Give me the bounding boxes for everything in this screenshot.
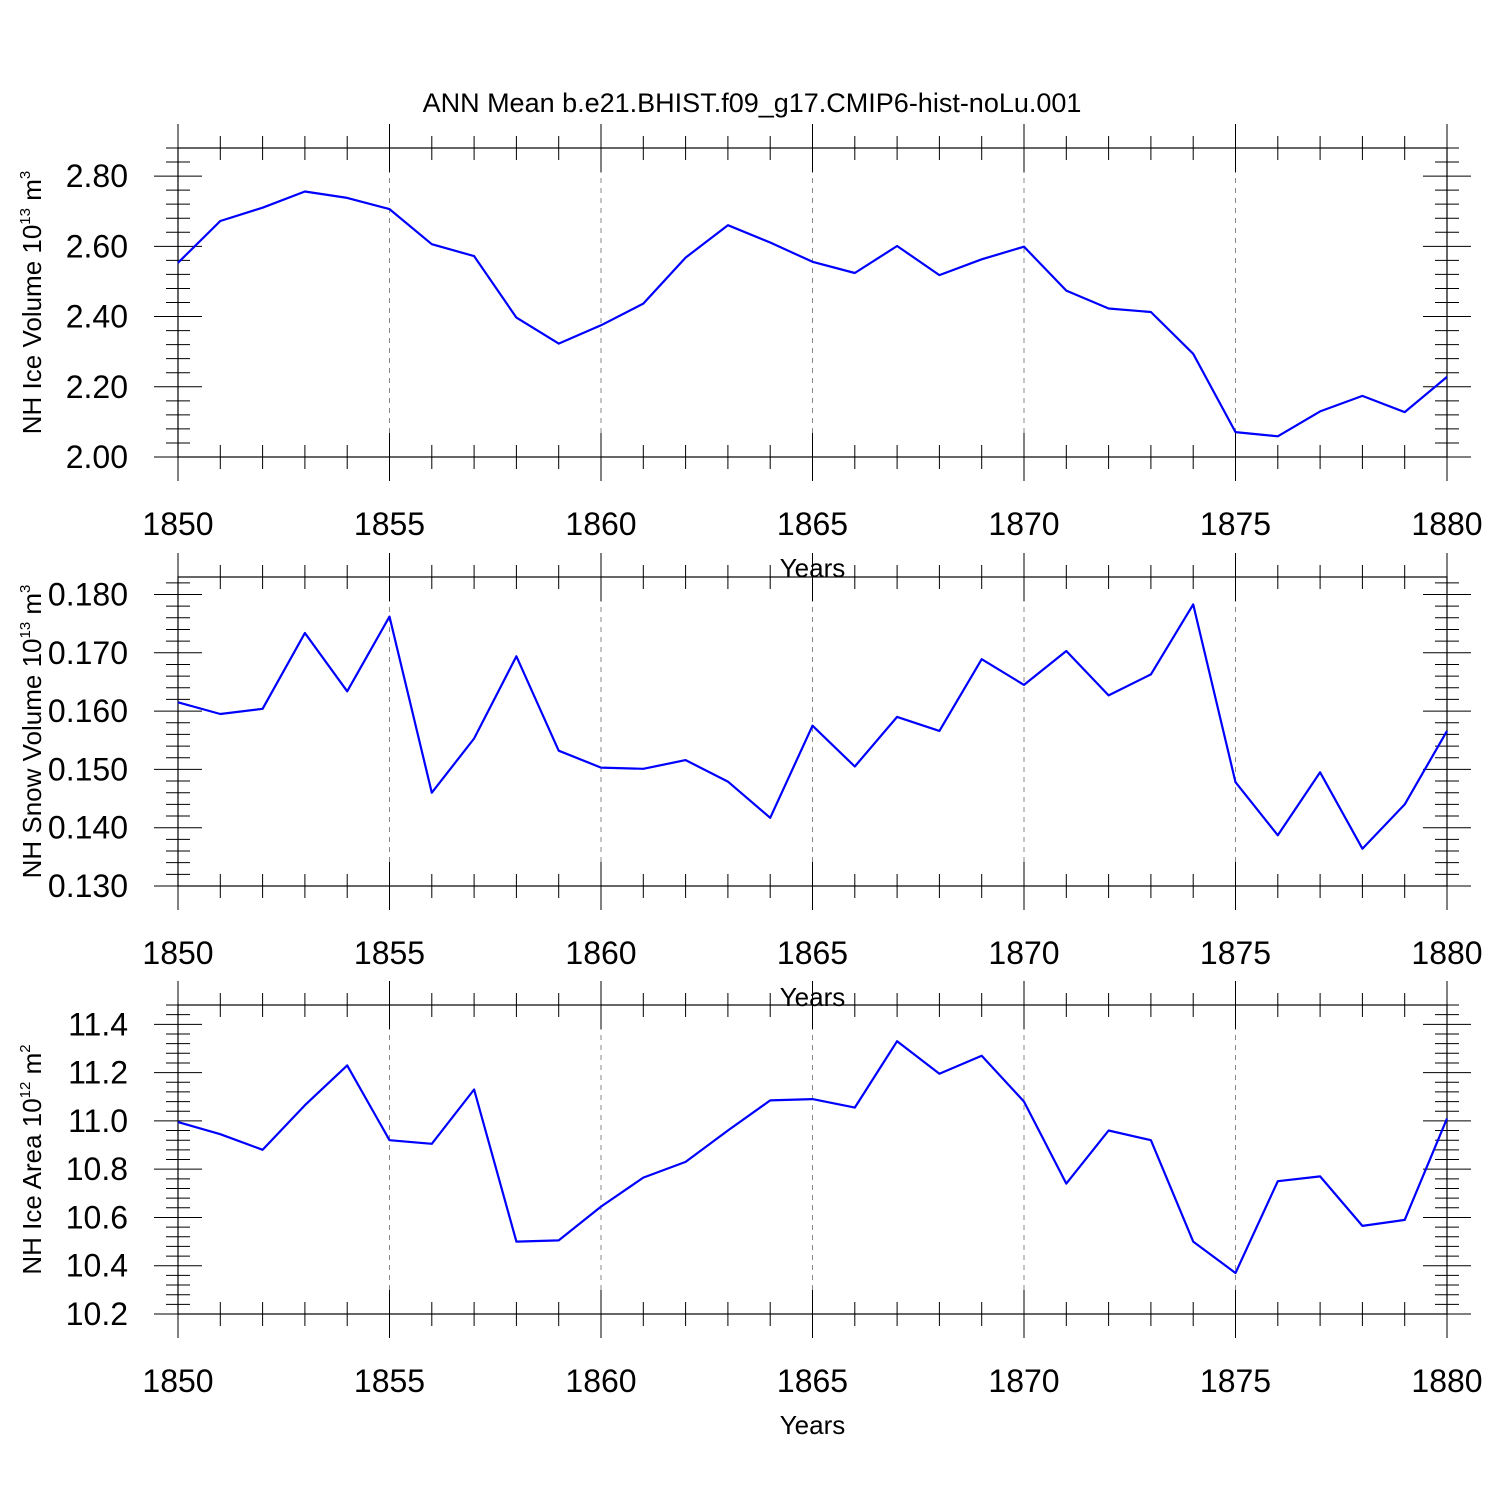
y-tick-label: 0.180 — [48, 576, 128, 612]
x-tick-label: 1855 — [354, 935, 425, 971]
chart-title: ANN Mean b.e21.BHIST.f09_g17.CMIP6-hist-… — [423, 88, 1082, 118]
x-axis-label: Years — [780, 1410, 846, 1440]
x-tick-label: 1880 — [1411, 506, 1482, 542]
x-tick-label: 1875 — [1200, 1363, 1271, 1399]
x-tick-label: 1855 — [354, 506, 425, 542]
y-tick-label: 2.40 — [66, 299, 128, 335]
x-tick-label: 1850 — [142, 935, 213, 971]
x-tick-label: 1870 — [988, 1363, 1059, 1399]
x-tick-label: 1875 — [1200, 506, 1271, 542]
x-tick-label: 1850 — [142, 1363, 213, 1399]
panel-1: 2.00 2.20 2.40 2.60 2.80 1850 1855 1860 1865 1870… — [17, 124, 1483, 583]
y-tick-label: 2.00 — [66, 439, 128, 475]
x-tick-label: 1875 — [1200, 935, 1271, 971]
y-axis-label: NH Ice Area 1012 m2 — [17, 1044, 47, 1274]
y-tick-label: 10.4 — [66, 1248, 128, 1284]
panel-3: 10.2 10.4 10.6 10.8 11.0 11.2 11.4 1850 1855 1860… — [17, 981, 1483, 1440]
y-tick-label: 10.6 — [66, 1199, 128, 1235]
x-tick-label: 1855 — [354, 1363, 425, 1399]
y-tick-label: 10.2 — [66, 1296, 128, 1332]
series-line — [177, 1040, 1449, 1275]
x-tick-label: 1860 — [565, 506, 636, 542]
x-tick-label: 1880 — [1411, 1363, 1482, 1399]
x-tick-label: 1860 — [565, 1363, 636, 1399]
x-tick-label: 1865 — [777, 1363, 848, 1399]
x-tick-label: 1850 — [142, 506, 213, 542]
y-tick-label: 11.2 — [68, 1055, 128, 1091]
y-tick-label: 0.150 — [48, 751, 128, 787]
panel-2: 0.130 0.140 0.150 0.160 0.170 0.180 1850 1855 18… — [17, 553, 1483, 1012]
y-tick-label: 11.4 — [68, 1006, 128, 1042]
y-tick-label: 11.0 — [68, 1103, 128, 1139]
y-tick-label: 0.160 — [48, 693, 128, 729]
y-tick-label: 2.80 — [66, 158, 128, 194]
x-tick-label: 1870 — [988, 506, 1059, 542]
x-tick-label: 1870 — [988, 935, 1059, 971]
x-tick-label: 1860 — [565, 935, 636, 971]
series-line — [177, 190, 1448, 438]
y-tick-label: 2.60 — [66, 228, 128, 264]
y-axis-label: NH Ice Volume 1013 m3 — [17, 171, 47, 434]
y-tick-label: 0.140 — [48, 810, 128, 846]
y-tick-label: 0.170 — [48, 635, 128, 671]
y-tick-label: 2.20 — [66, 369, 128, 405]
y-axis-label: NH Snow Volume 1013 m3 — [17, 585, 47, 879]
y-tick-label: 10.8 — [66, 1151, 128, 1187]
y-tick-label: 0.130 — [48, 868, 128, 904]
series-line — [177, 603, 1448, 850]
x-tick-label: 1865 — [777, 935, 848, 971]
x-tick-label: 1865 — [777, 506, 848, 542]
x-tick-label: 1880 — [1411, 935, 1482, 971]
